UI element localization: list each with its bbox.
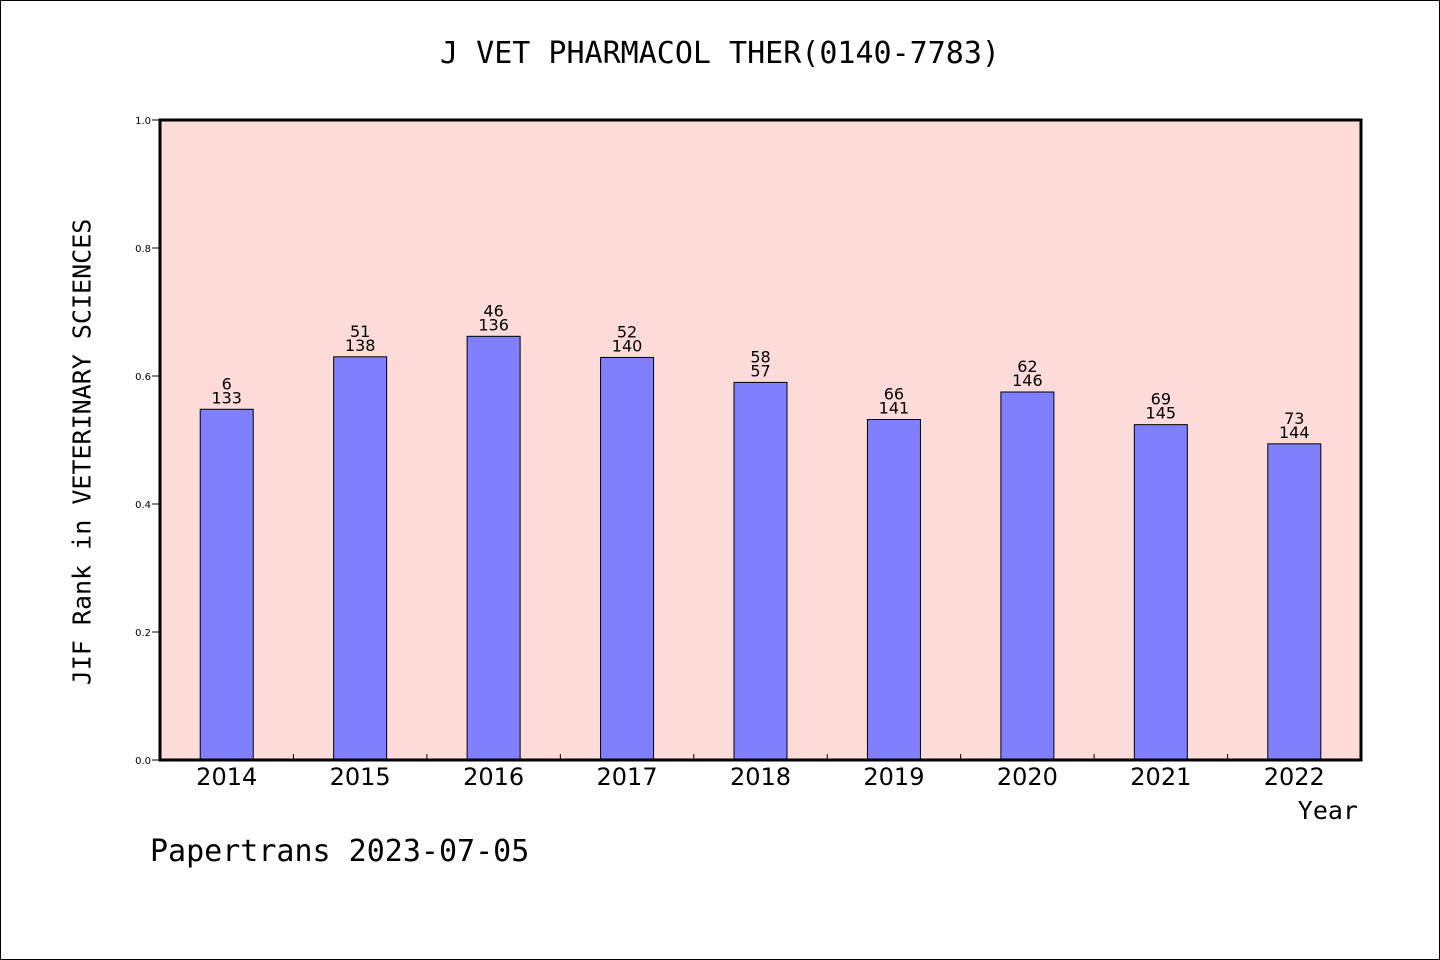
y-tick-label: 0.0 (135, 756, 151, 767)
bar-label-bottom: 140 (612, 336, 643, 355)
y-tick-label: 0.8 (135, 244, 151, 255)
bar-label-bottom: 146 (1012, 371, 1043, 390)
bar-label-bottom: 133 (211, 388, 242, 407)
y-axis-ticks: 0.0 0.2 0.4 0.6 0.8 1.0 (135, 116, 160, 767)
bar-label-bottom: 136 (478, 315, 509, 334)
x-tick-label: 2017 (597, 763, 658, 791)
bar (1133, 424, 1188, 761)
x-tick-label: 2015 (330, 763, 391, 791)
y-tick-label: 0.4 (135, 500, 151, 511)
x-tick-label: 2014 (196, 763, 257, 791)
bar-label-top: 58 (750, 347, 770, 366)
bar (1000, 391, 1055, 761)
bar (600, 356, 655, 761)
bar-label-top: 69 (1151, 390, 1171, 409)
x-axis-label: Year (1297, 796, 1358, 825)
bar-label-bottom: 141 (879, 399, 910, 418)
bar-label-bottom: 138 (345, 336, 376, 355)
y-tick-label: 0.6 (135, 372, 151, 383)
x-tick-label: 2021 (1130, 763, 1191, 791)
bar-label-top: 66 (884, 385, 904, 404)
bar (866, 419, 921, 761)
bar-label-top: 62 (1017, 357, 1037, 376)
bar-label-bottom: 144 (1279, 423, 1310, 442)
plot-border (158, 118, 1363, 762)
x-tick-label: 2019 (863, 763, 924, 791)
x-tick-label: 2018 (730, 763, 791, 791)
y-tick-label: 0.2 (135, 628, 151, 639)
bar-label-top: 73 (1284, 409, 1304, 428)
bar (333, 356, 388, 761)
y-tick-label: 1.0 (135, 116, 151, 127)
x-tick-label: 2016 (463, 763, 524, 791)
footer-watermark: Papertrans 2023-07-05 (150, 834, 530, 869)
bar-label-top: 46 (483, 301, 503, 320)
x-tick-label: 2020 (997, 763, 1058, 791)
bar-label-top: 52 (617, 322, 637, 341)
bar-label-bottom: 57 (750, 361, 770, 380)
x-tick-label: 2022 (1264, 763, 1325, 791)
bar (466, 335, 521, 761)
chart-title: J VET PHARMACOL THER(0140-7783) (440, 36, 1000, 71)
bar (733, 381, 788, 761)
bar-label-top: 51 (350, 322, 370, 341)
bar (1267, 443, 1322, 761)
bar-label-bottom: 145 (1146, 404, 1177, 423)
x-axis-ticks: 2014 2015 2016 2017 2018 2019 2020 2021 2022 (196, 754, 1325, 791)
bar-label-top: 6 (222, 374, 232, 393)
bar (199, 408, 254, 761)
